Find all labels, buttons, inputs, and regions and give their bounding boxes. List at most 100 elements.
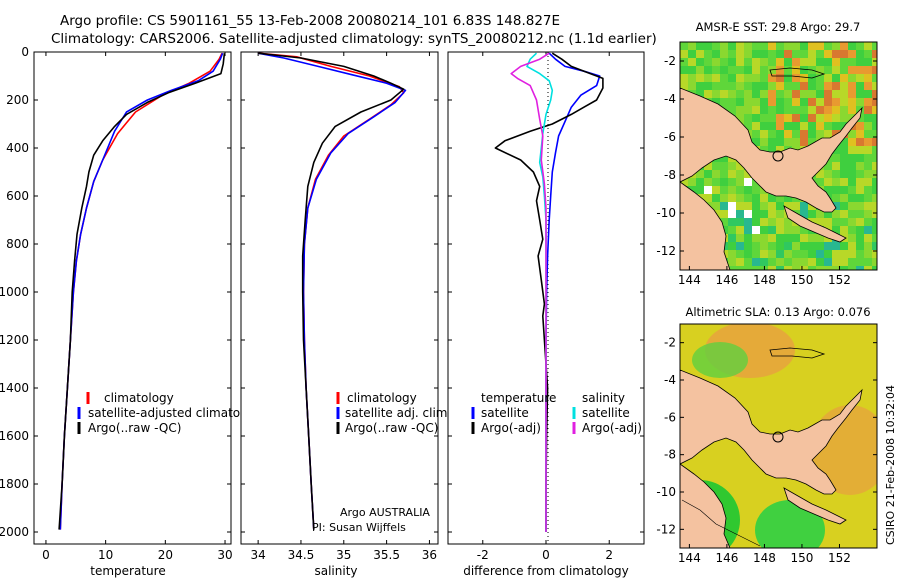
sst-cell — [712, 90, 720, 98]
sst-cell — [808, 242, 816, 250]
sst-cell — [760, 138, 768, 146]
sst-cell — [728, 234, 736, 242]
sst-cell — [712, 82, 720, 90]
sst-cell — [792, 50, 800, 58]
map-y-tick-label: -8 — [664, 448, 676, 462]
sst-cell — [840, 266, 848, 270]
sst-cell — [784, 114, 792, 122]
sst-cell — [744, 58, 752, 66]
sst-cell — [712, 42, 720, 50]
sst-cell — [872, 258, 877, 266]
sst-cell — [832, 106, 840, 114]
sst-cell — [792, 234, 800, 242]
sst-cell — [752, 50, 760, 58]
sst-cell — [768, 114, 776, 122]
sst-cell — [832, 202, 840, 210]
temperature-lines — [58, 52, 226, 530]
y-tick-label: 600 — [6, 189, 29, 203]
sst-cell — [784, 74, 792, 82]
sst-cell — [832, 58, 840, 66]
sst-cell — [680, 82, 688, 90]
sst-cell — [744, 210, 752, 218]
temp-legend-clim: climatology — [104, 391, 174, 405]
sst-cell — [848, 226, 856, 234]
sst-cell — [864, 242, 872, 250]
sst-cell — [840, 138, 848, 146]
map-x-tick-label: 148 — [753, 551, 776, 565]
sst-cell — [840, 82, 848, 90]
sst-cell — [856, 66, 864, 74]
sst-cell — [808, 82, 816, 90]
sst-cell — [800, 210, 808, 218]
sst-cell — [760, 194, 768, 202]
map-y-tick-label: -6 — [664, 130, 676, 144]
sst-cell — [840, 186, 848, 194]
sst-cell — [816, 66, 824, 74]
sst-cell — [824, 162, 832, 170]
sst-cell — [744, 178, 752, 186]
temperature-legend: climatology satellite-adjusted climatolo… — [77, 391, 266, 435]
sst-cell — [768, 146, 776, 154]
salinity-legend: climatology satellite adj. clim. Argo(..… — [336, 391, 451, 435]
sst-cell — [696, 66, 704, 74]
sst-cell — [744, 114, 752, 122]
sst-cell — [720, 202, 728, 210]
sst-cell — [832, 250, 840, 258]
sst-cell — [832, 258, 840, 266]
sst-cell — [872, 178, 877, 186]
sst-cell — [776, 58, 784, 66]
difference-xlabel: difference from climatology — [463, 564, 629, 578]
sst-cell — [728, 50, 736, 58]
sst-cell — [864, 82, 872, 90]
sst-cell — [864, 106, 872, 114]
sst-cell — [744, 242, 752, 250]
sst-cell — [824, 242, 832, 250]
sst-cell — [832, 66, 840, 74]
sst-cell — [760, 202, 768, 210]
sst-cell — [848, 266, 856, 270]
sst-cell — [784, 242, 792, 250]
map-x-tick-label: 152 — [828, 273, 851, 287]
sst-cell — [872, 114, 877, 122]
sst-cell — [864, 178, 872, 186]
x-tick-label: 34 — [250, 548, 265, 562]
sst-cell — [872, 242, 877, 250]
series-line-argo-raw-qc- — [58, 53, 226, 530]
sst-cell — [688, 82, 696, 90]
sst-cell — [872, 194, 877, 202]
sst-cell — [808, 234, 816, 242]
sst-cell — [848, 82, 856, 90]
sst-cell — [784, 98, 792, 106]
y-tick-label: 1600 — [0, 429, 29, 443]
sst-cell — [760, 258, 768, 266]
sst-cell — [800, 258, 808, 266]
sst-cell — [808, 250, 816, 258]
sla-x-ticks: 144 146 148 150 152 — [678, 544, 851, 565]
sst-cell — [800, 74, 808, 82]
map-x-tick-label: 150 — [790, 551, 813, 565]
sst-cell — [792, 258, 800, 266]
sst-cell — [776, 210, 784, 218]
sst-cell — [704, 58, 712, 66]
sst-cell — [768, 202, 776, 210]
sst-cell — [728, 170, 736, 178]
sst-cell — [728, 186, 736, 194]
sst-cell — [736, 42, 744, 50]
sst-land-cape-york — [680, 181, 731, 270]
sst-cell — [864, 194, 872, 202]
sst-map-frame — [679, 41, 878, 271]
series-line-salinity-argo-adj- — [510, 52, 550, 532]
sst-cell — [736, 98, 744, 106]
sst-cell — [760, 234, 768, 242]
sst-cell — [864, 186, 872, 194]
sst-cell — [792, 74, 800, 82]
sst-cell — [768, 210, 776, 218]
sst-cell — [824, 170, 832, 178]
sst-cell — [752, 210, 760, 218]
sst-cell — [808, 266, 816, 270]
sst-cell — [784, 258, 792, 266]
sst-cell — [848, 178, 856, 186]
sst-cell — [856, 58, 864, 66]
sst-cell — [848, 98, 856, 106]
sst-cell — [872, 130, 877, 138]
